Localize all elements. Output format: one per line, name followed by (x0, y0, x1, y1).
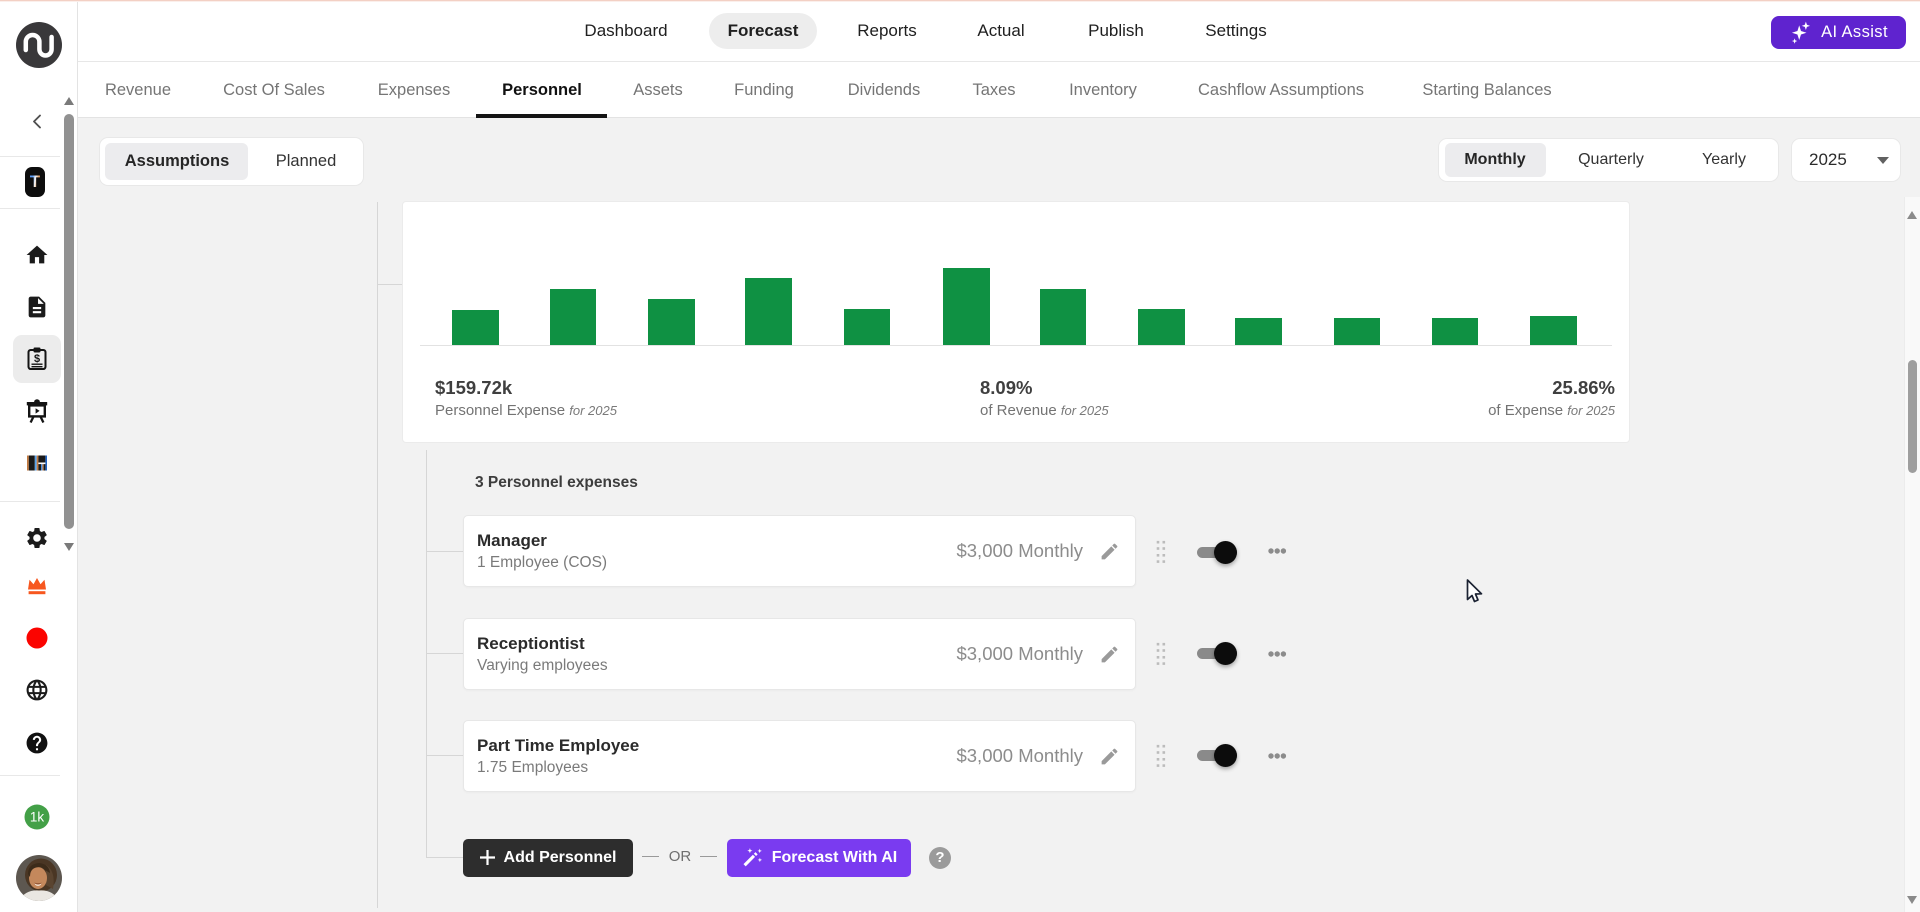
svg-text:$: $ (34, 353, 40, 365)
